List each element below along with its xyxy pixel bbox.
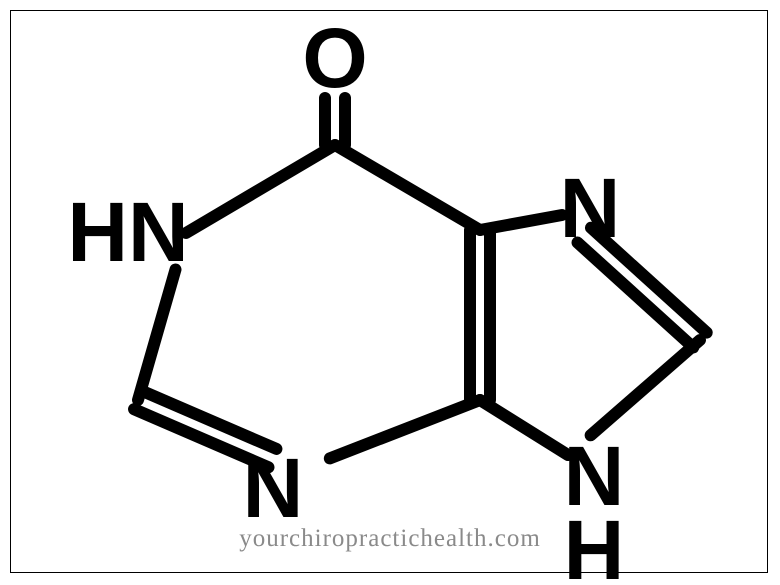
atom-oxygen: O [302, 16, 367, 100]
atom-n7: N [560, 166, 621, 250]
watermark-text: yourchiropractichealth.com [239, 525, 541, 553]
atom-n3: N [243, 446, 304, 530]
atom-n1-hn: HN [67, 190, 188, 274]
molecule-svg [10, 10, 768, 573]
diagram-canvas: O HN N N N H yourchiropractichealth.com [0, 0, 780, 585]
atom-n9-nh: N H [564, 434, 625, 585]
atom-n9-h: H [564, 508, 625, 585]
